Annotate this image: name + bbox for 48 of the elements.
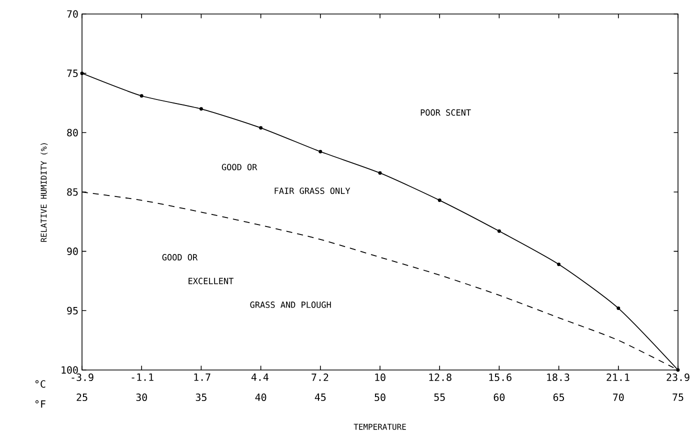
- text: °C: [35, 380, 46, 388]
- point: [199, 107, 203, 111]
- point: [140, 94, 144, 98]
- y-tick-label: 90: [67, 248, 78, 256]
- point: [259, 126, 263, 130]
- x2-tick-label: -3.9: [72, 373, 94, 382]
- text: °F: [35, 400, 46, 408]
- x-tick-label: 25: [76, 394, 88, 402]
- y-tick-label: 70: [67, 10, 78, 18]
- annotation: GOOD OR: [222, 164, 258, 170]
- annotation: FAIR GRASS ONLY: [274, 188, 350, 194]
- x-tick-label: 55: [434, 394, 445, 401]
- x-tick-label: 60: [494, 394, 505, 402]
- point: [318, 150, 322, 154]
- x-tick-label: 30: [136, 394, 147, 402]
- y-tick-label: 80: [67, 128, 78, 136]
- x-tick-label: 40: [255, 394, 266, 402]
- annotation: GRASS AND PLOUGH: [250, 302, 331, 308]
- y-tick-label: 85: [67, 188, 78, 196]
- annotation: GOOD OR: [162, 254, 198, 260]
- annotation: POOR SCENT: [420, 109, 471, 116]
- x-tick-label: 35: [196, 394, 206, 402]
- x2-tick-label: 15.6: [489, 373, 512, 382]
- x2-tick-label: 4.4: [251, 374, 268, 381]
- point: [80, 72, 84, 76]
- x2-tick-label: 1.7: [194, 374, 210, 381]
- x2-tick-label: -1.1: [132, 374, 154, 381]
- y-tick-label: 100: [62, 366, 78, 374]
- point: [676, 368, 680, 372]
- x-tick-label: 45: [314, 394, 326, 401]
- point: [557, 262, 561, 266]
- point: [378, 171, 382, 175]
- x2-tick-label: 12.8: [429, 373, 452, 382]
- x-tick-label: 70: [613, 394, 624, 402]
- y-tick-label: 75: [67, 70, 78, 78]
- x2-tick-label: 7.2: [312, 373, 328, 381]
- x-tick-label: 50: [374, 394, 386, 402]
- x2-tick-label: 21.1: [606, 373, 630, 381]
- x2-tick-label: 18.3: [547, 373, 570, 382]
- x-tick-label: 65: [553, 394, 564, 402]
- point: [497, 229, 501, 233]
- x-tick-label: 75: [672, 394, 684, 401]
- point: [438, 198, 442, 202]
- x2-tick-label: 10: [375, 373, 386, 382]
- y-tick-label: 95: [67, 306, 78, 314]
- x2-tick-label: 23.9: [666, 373, 690, 382]
- annotation: EXCELLENT: [188, 278, 234, 284]
- point: [616, 306, 620, 310]
